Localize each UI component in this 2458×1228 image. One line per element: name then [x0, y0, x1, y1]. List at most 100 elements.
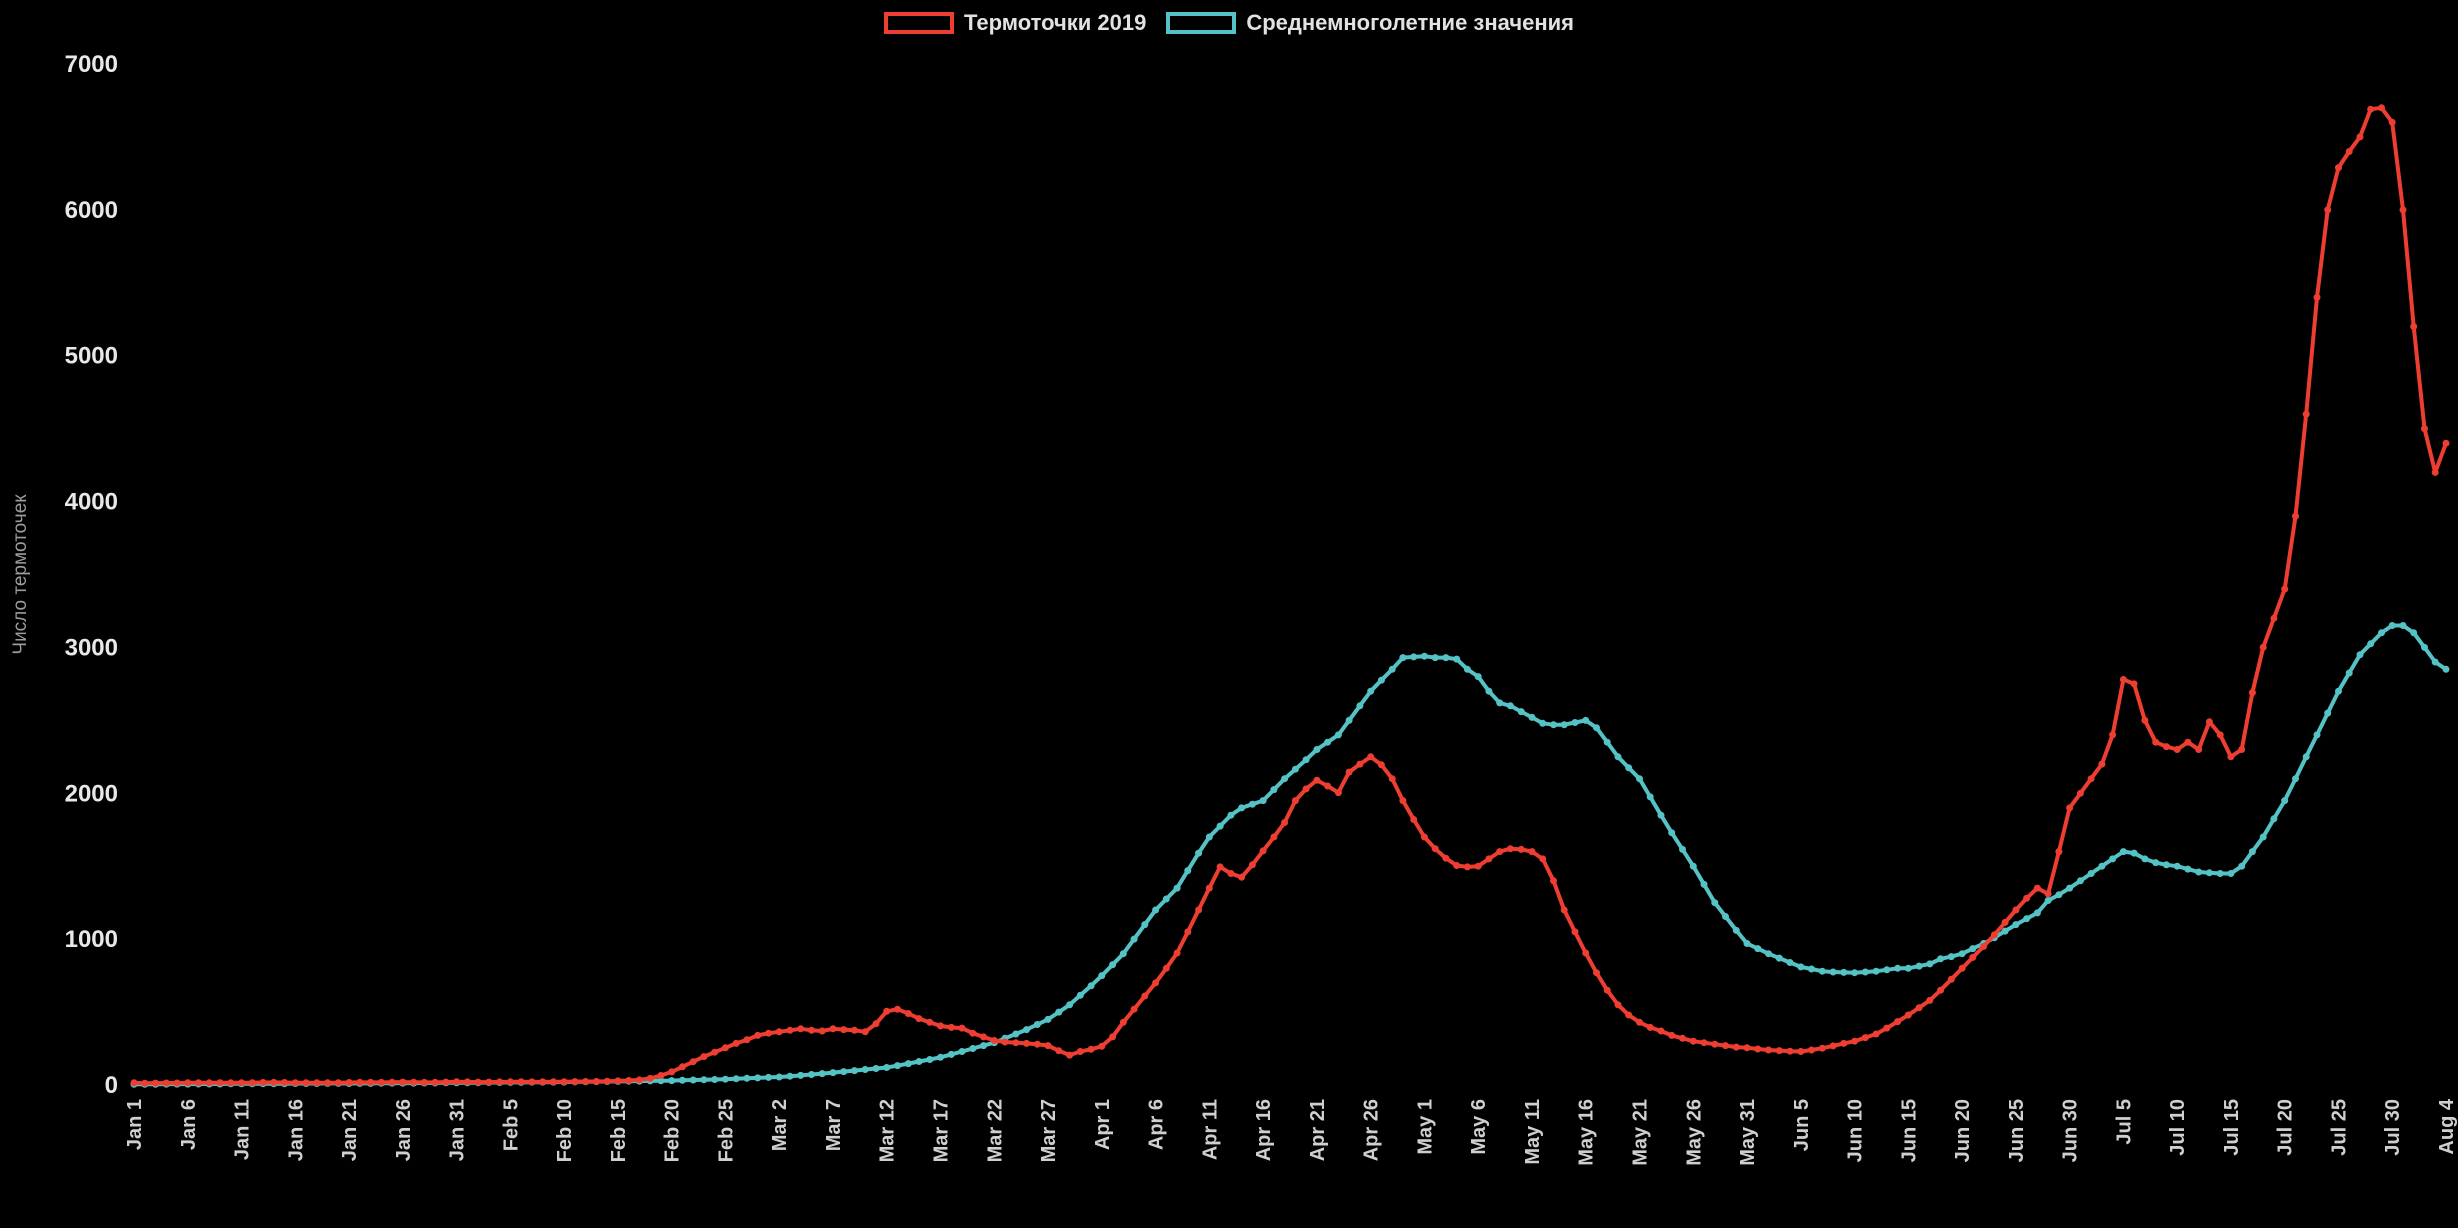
x-tick-label: Mar 17 — [931, 1099, 953, 1162]
data-point-marker — [1334, 731, 1342, 739]
data-point-marker — [1926, 996, 1934, 1004]
data-point-marker — [1947, 975, 1955, 983]
x-tick-label: Apr 11 — [1199, 1099, 1221, 1160]
data-point-marker — [797, 1025, 805, 1033]
x-tick-label: Jan 16 — [285, 1099, 307, 1161]
data-point-marker — [840, 1068, 848, 1076]
data-point-marker — [1410, 653, 1418, 661]
data-point-marker — [2313, 293, 2321, 301]
data-point-marker — [861, 1066, 869, 1073]
data-point-marker — [528, 1078, 536, 1086]
data-point-marker — [926, 1056, 934, 1063]
data-point-marker — [442, 1078, 450, 1086]
data-point-marker — [2076, 789, 2084, 797]
data-point-marker — [2248, 689, 2256, 697]
data-point-marker — [2205, 869, 2213, 877]
data-point-marker — [1227, 811, 1235, 819]
data-point-marker — [1399, 654, 1407, 662]
data-point-marker — [1184, 928, 1192, 936]
data-point-marker — [969, 1029, 977, 1037]
x-tick-label: Mar 2 — [769, 1099, 791, 1151]
data-point-marker — [205, 1079, 213, 1087]
data-point-marker — [1109, 1033, 1117, 1041]
data-point-marker — [1958, 950, 1966, 958]
data-point-marker — [2001, 927, 2009, 935]
data-point-marker — [1087, 982, 1095, 990]
data-point-marker — [1582, 716, 1590, 724]
data-point-marker — [2356, 133, 2364, 141]
data-point-marker — [1636, 775, 1643, 783]
data-point-marker — [1754, 945, 1762, 953]
data-point-marker — [1227, 870, 1235, 877]
x-tick-label: Jan 31 — [447, 1099, 469, 1161]
x-tick-label: Feb 25 — [715, 1099, 737, 1162]
data-point-marker — [1173, 949, 1181, 957]
data-point-marker — [851, 1067, 858, 1075]
data-point-marker — [270, 1078, 278, 1086]
legend-item-termotochki-2019[interactable]: Термоточки 2019 — [883, 12, 1146, 34]
data-point-marker — [1743, 940, 1751, 947]
data-point-marker — [1259, 797, 1267, 805]
data-point-marker — [1840, 968, 1848, 976]
data-point-marker — [1474, 673, 1482, 681]
data-point-marker — [947, 1023, 955, 1031]
data-point-marker — [2119, 676, 2127, 683]
data-point-marker — [1130, 1005, 1138, 1013]
data-point-marker — [2162, 861, 2170, 869]
x-tick-label: Jun 15 — [1898, 1099, 1920, 1162]
data-point-marker — [2205, 718, 2213, 726]
data-point-marker — [1066, 1001, 1074, 1009]
data-point-marker — [1840, 1039, 1848, 1047]
series-line — [132, 105, 2448, 1086]
data-point-marker — [1195, 849, 1203, 857]
data-point-marker — [1377, 676, 1385, 684]
data-point-marker — [345, 1079, 353, 1086]
data-point-marker — [1173, 884, 1181, 892]
data-point-marker — [2238, 746, 2246, 753]
data-point-marker — [1270, 786, 1278, 794]
data-point-marker — [1915, 962, 1923, 970]
data-point-marker — [797, 1071, 805, 1079]
data-point-marker — [1550, 721, 1557, 729]
data-point-marker — [1861, 1034, 1869, 1042]
data-point-marker — [765, 1073, 772, 1081]
data-point-marker — [1711, 899, 1719, 907]
data-point-marker — [1044, 1042, 1052, 1050]
data-point-marker — [1775, 954, 1783, 962]
data-point-marker — [2195, 868, 2203, 876]
data-point-marker — [1496, 848, 1504, 856]
data-point-marker — [689, 1058, 697, 1066]
data-point-marker — [2248, 848, 2256, 856]
data-point-marker — [1560, 906, 1568, 914]
data-point-marker — [1732, 926, 1740, 934]
data-point-marker — [2055, 891, 2063, 899]
data-point-marker — [1711, 1040, 1719, 1048]
data-point-marker — [1399, 797, 1407, 805]
data-point-marker — [872, 1065, 880, 1072]
data-point-marker — [851, 1026, 858, 1034]
data-point-marker — [1313, 776, 1321, 784]
x-tick-label: May 6 — [1468, 1099, 1490, 1155]
data-point-marker — [1152, 979, 1160, 987]
data-point-marker — [367, 1078, 375, 1086]
data-point-marker — [1947, 953, 1955, 961]
data-point-marker — [152, 1079, 159, 1087]
data-point-marker — [786, 1072, 794, 1080]
data-point-marker — [1528, 713, 1536, 721]
data-point-marker — [195, 1079, 202, 1087]
data-point-marker — [1786, 1047, 1794, 1055]
data-point-marker — [1517, 845, 1525, 853]
data-point-marker — [1926, 960, 1934, 968]
data-point-marker — [1388, 775, 1396, 783]
data-point-marker — [1582, 949, 1590, 957]
legend-item-srednemnogoletnie[interactable]: Среднемноголетние значения — [1166, 12, 1574, 34]
data-point-marker — [990, 1037, 998, 1044]
data-point-marker — [1539, 855, 1547, 863]
data-point-marker — [1184, 867, 1192, 875]
data-point-marker — [2162, 743, 2170, 751]
data-point-marker — [2302, 753, 2310, 761]
data-point-marker — [1560, 721, 1568, 729]
y-tick-label: 1000 — [65, 926, 118, 953]
data-point-marker — [2335, 164, 2342, 172]
data-point-marker — [1851, 969, 1859, 977]
